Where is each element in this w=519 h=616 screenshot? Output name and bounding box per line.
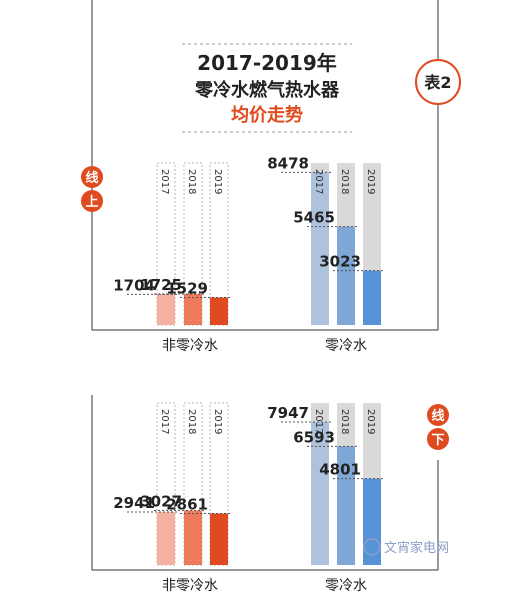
online-zero-cold-bar-2017 — [311, 172, 329, 325]
online-zero-cold-value-label-2017: 8478 — [267, 154, 309, 172]
offline-non-zero-cold-value-label-2018: 3027 — [140, 493, 182, 511]
offline-zero-cold-bar-2019 — [363, 478, 381, 565]
watermark-icon — [363, 538, 381, 556]
channel-badge-online-top-text: 线 — [85, 170, 98, 186]
channel-badge-offline: 线 下 — [427, 404, 449, 450]
panel-offline-category-zero-cold: 零冷水 — [325, 578, 367, 594]
watermark-text: 文宵家电网 — [384, 540, 449, 556]
online-non-zero-cold-bar-2018 — [184, 293, 202, 325]
online-zero-cold-year-label-2019: 2019 — [365, 169, 376, 194]
online-non-zero-cold-year-label-2018: 2018 — [186, 169, 197, 194]
offline-non-zero-cold-bar-2019 — [210, 513, 228, 565]
offline-zero-cold-bar-2017 — [311, 421, 329, 565]
chart-title: 2017-2019年 — [197, 51, 337, 75]
offline-zero-cold-bar-2018 — [337, 446, 355, 565]
channel-badge-offline-top-text: 线 — [431, 408, 444, 424]
channel-badge-offline-bottom-text: 下 — [431, 433, 444, 448]
offline-non-zero-cold-bar-2017 — [157, 512, 175, 565]
online-zero-cold-value-label-2019: 3023 — [319, 253, 361, 271]
channel-badge-online-bottom — [81, 190, 103, 212]
tag-circle — [415, 59, 461, 105]
online-zero-cold-bar-2019 — [363, 270, 381, 325]
chart-subtitle-line2: 均价走势 — [231, 104, 303, 126]
offline-non-zero-cold-value-label-2019: 2861 — [166, 496, 208, 514]
offline-zero-cold-year-label-2019: 2019 — [365, 409, 376, 434]
offline-non-zero-cold-bar-2018 — [184, 510, 202, 565]
offline-non-zero-cold-year-label-2017: 2017 — [159, 409, 170, 434]
online-non-zero-cold-value-label-2017: 1704 — [113, 276, 155, 294]
chart-subtitle-line1: 零冷水燃气热水器 — [194, 79, 340, 101]
online-zero-cold-value-label-2018: 5465 — [293, 209, 335, 227]
channel-badge-online-bottom-text: 上 — [85, 195, 98, 210]
online-zero-cold-year-label-2017: 2017 — [313, 169, 324, 194]
offline-zero-cold-value-label-2019: 4801 — [319, 461, 361, 479]
online-non-zero-cold-year-label-2019: 2019 — [212, 169, 223, 194]
panel-offline-category-non-zero-cold: 非零冷水 — [162, 578, 218, 594]
channel-badge-online: 线 上 — [81, 166, 103, 212]
watermark: 文宵家电网 — [363, 538, 449, 556]
panel-online-category-zero-cold: 零冷水 — [325, 338, 367, 354]
channel-badge-offline-top — [427, 404, 449, 426]
online-non-zero-cold-bar-2019 — [210, 297, 228, 325]
offline-non-zero-cold-year-label-2019: 2019 — [212, 409, 223, 434]
offline-zero-cold-value-label-2017: 7947 — [267, 404, 309, 422]
offline-non-zero-cold-value-label-2017: 2941 — [113, 494, 155, 512]
channel-badge-offline-bottom — [427, 428, 449, 450]
bars-layer: 2017 1704 2018 1725 2019 1529 2017 8478 2018 5465… — [113, 154, 385, 566]
channel-badge-online-top — [81, 166, 103, 188]
online-non-zero-cold-bar-2017 — [157, 294, 175, 325]
tag-label: 表2 — [423, 73, 451, 92]
panel-online-category-non-zero-cold: 非零冷水 — [162, 338, 218, 354]
online-zero-cold-year-label-2018: 2018 — [339, 169, 350, 194]
offline-zero-cold-year-label-2018: 2018 — [339, 409, 350, 434]
online-zero-cold-bar-2018 — [337, 226, 355, 325]
online-non-zero-cold-value-label-2018: 1725 — [140, 276, 182, 294]
online-non-zero-cold-value-label-2019: 1529 — [166, 279, 208, 297]
offline-non-zero-cold-year-label-2018: 2018 — [186, 409, 197, 434]
online-non-zero-cold-year-label-2017: 2017 — [159, 169, 170, 194]
offline-zero-cold-value-label-2018: 6593 — [293, 428, 335, 446]
